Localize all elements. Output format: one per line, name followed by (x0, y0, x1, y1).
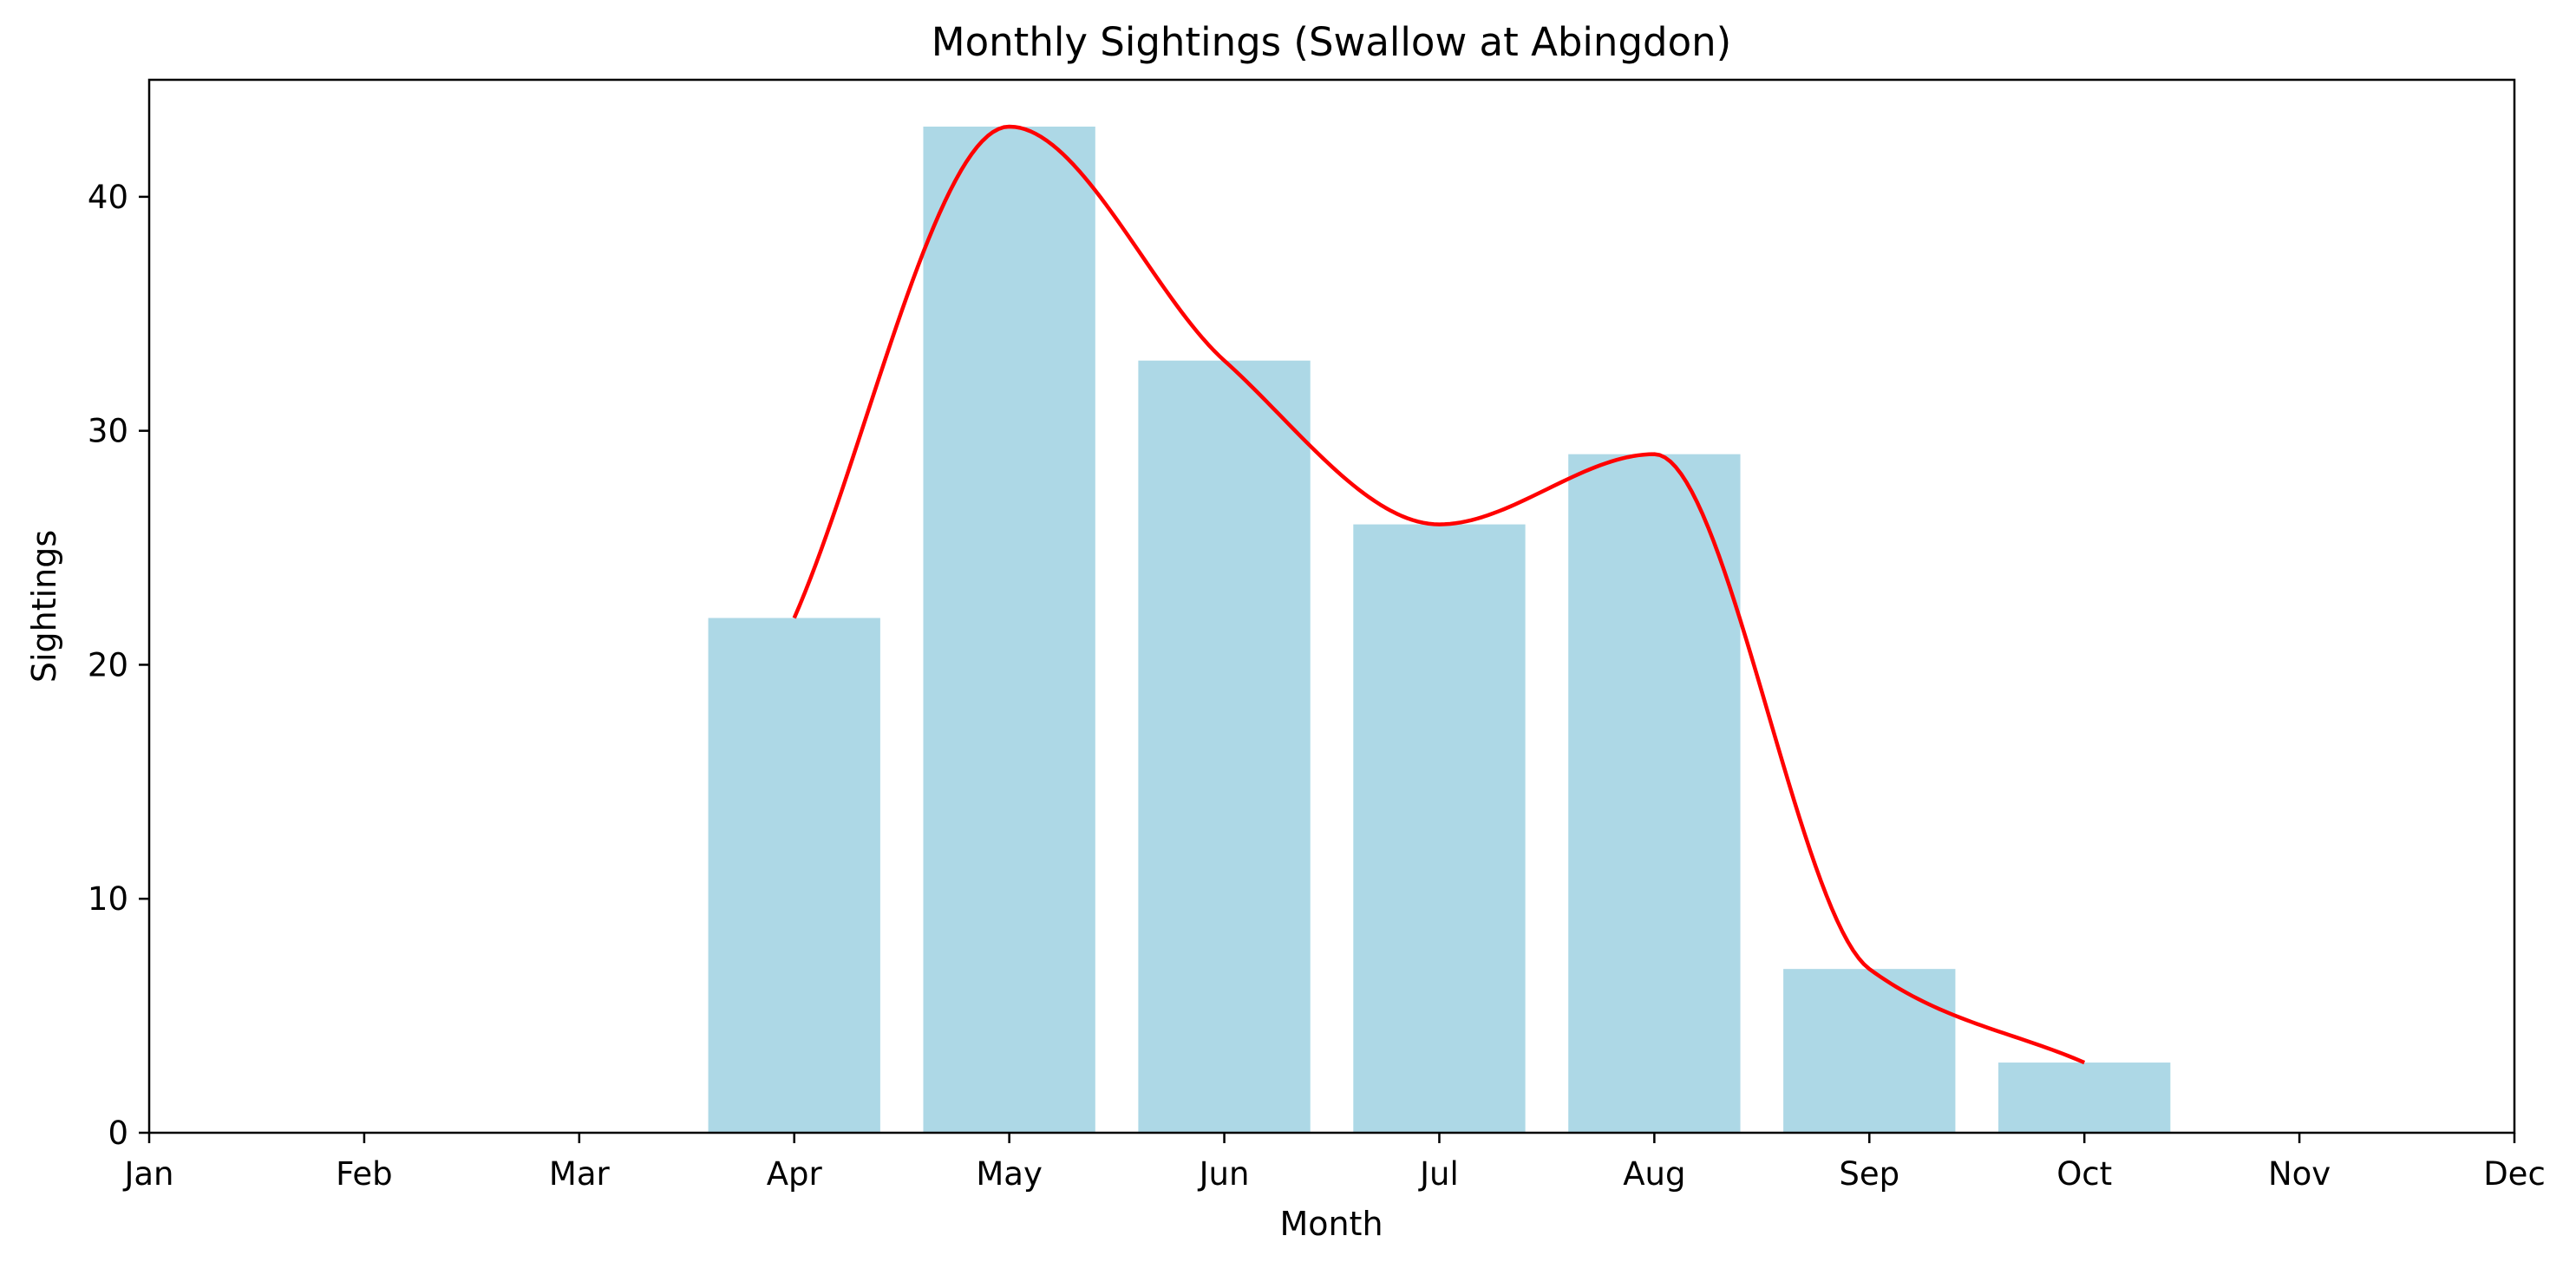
bars-layer (708, 126, 2171, 1133)
y-axis-ticks: 0 10 20 30 40 (88, 179, 149, 1152)
trend-line (792, 124, 2086, 1065)
y-tick-label-30: 30 (88, 413, 128, 450)
y-tick-label-0: 0 (108, 1115, 128, 1152)
x-axis-label: Month (1279, 1205, 1383, 1243)
x-tick-label-jan: Jan (122, 1155, 173, 1193)
x-tick-label-aug: Aug (1623, 1155, 1685, 1193)
x-tick-label-mar: Mar (549, 1155, 611, 1193)
x-tick-label-apr: Apr (767, 1155, 823, 1193)
x-axis-ticks: Jan Feb Mar Apr May Jun Jul Aug Sep Oct Nov Dec (122, 1133, 2546, 1193)
bar-jun (1138, 360, 1311, 1133)
y-tick-label-40: 40 (88, 179, 128, 216)
y-axis-label: Sightings (25, 530, 63, 683)
bar-sep (1783, 969, 1956, 1133)
x-tick-label-jul: Jul (1418, 1155, 1459, 1193)
chart-title: Monthly Sightings (Swallow at Abingdon) (932, 19, 1731, 65)
x-tick-label-may: May (976, 1155, 1043, 1193)
bar-jul (1353, 524, 1526, 1133)
bar-may (923, 126, 1095, 1133)
y-tick-label-10: 10 (88, 880, 128, 918)
bar-aug (1568, 454, 1741, 1133)
x-tick-label-nov: Nov (2268, 1155, 2331, 1193)
x-tick-label-dec: Dec (2483, 1155, 2546, 1193)
x-tick-label-feb: Feb (336, 1155, 393, 1193)
line-layer (792, 124, 2086, 1065)
bar-apr (708, 618, 880, 1133)
y-tick-label-20: 20 (88, 646, 128, 683)
x-tick-label-oct: Oct (2056, 1155, 2112, 1193)
x-tick-label-sep: Sep (1839, 1155, 1899, 1193)
bar-oct (1998, 1062, 2171, 1133)
plot-area-frame (147, 78, 2516, 1134)
x-tick-label-jun: Jun (1198, 1155, 1250, 1193)
